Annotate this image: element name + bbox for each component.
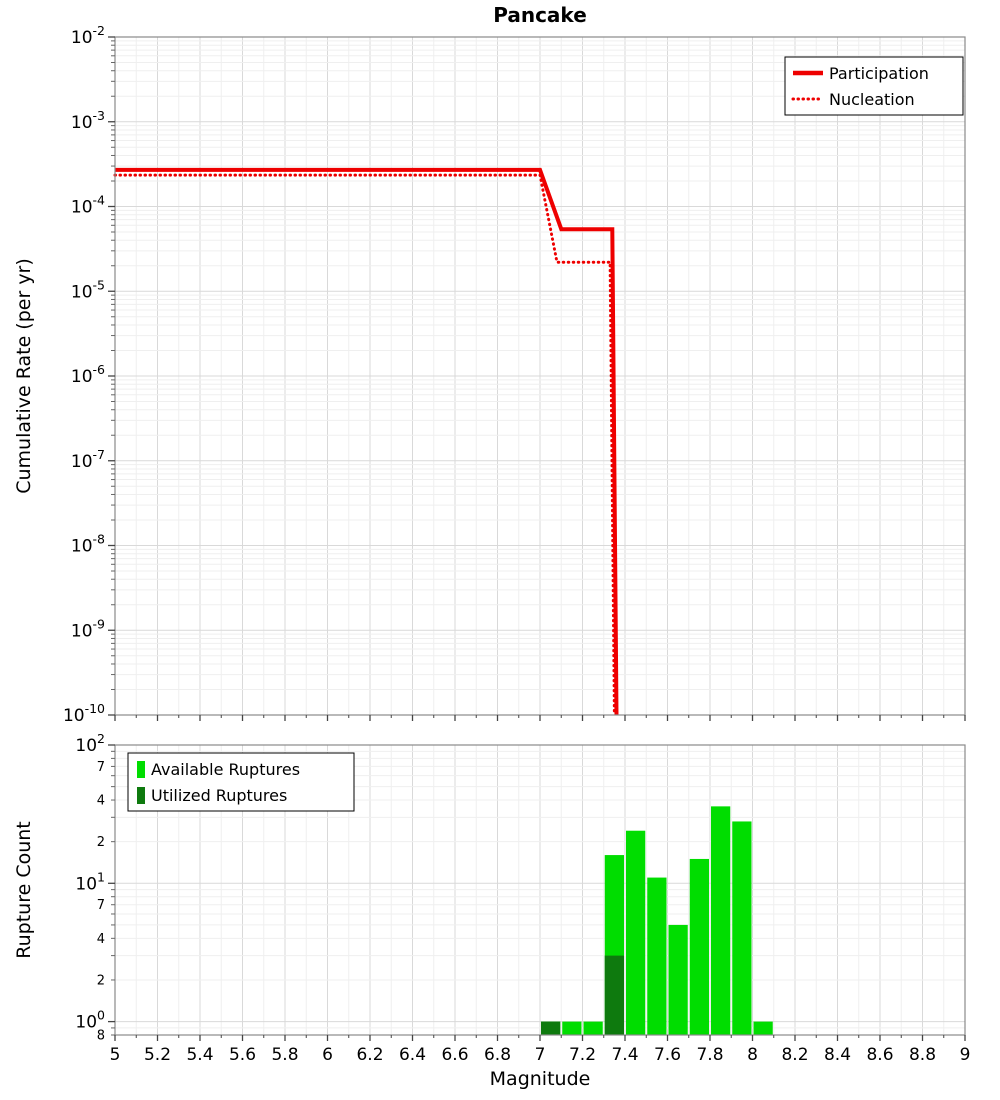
- legend-swatch-available-ruptures: [137, 761, 145, 778]
- y-tick-label: 10-10: [63, 701, 105, 726]
- legend-label: Nucleation: [829, 90, 915, 109]
- y-minor-tick-label: 4: [97, 794, 105, 809]
- x-tick-label: 6.2: [356, 1045, 383, 1065]
- legend-swatch-utilized-ruptures: [137, 787, 145, 804]
- legend: Participation Nucleation: [784, 56, 964, 116]
- available-ruptures-bar: [711, 806, 731, 1035]
- y-tick-label: 100: [75, 1008, 105, 1033]
- cumulative-rate-plot: 10-2 10-3 10-4 10-5 10-6 10-7 10-8 10-9 10-10 Par…: [63, 23, 966, 726]
- y-minor-tick-label: 4: [97, 932, 105, 947]
- x-tick-label: 7.2: [569, 1045, 596, 1065]
- y-tick-label: 10-5: [71, 277, 105, 302]
- nucleation-line: [113, 173, 616, 717]
- y-tick-label: 10-6: [71, 362, 105, 387]
- available-ruptures-bar: [689, 858, 709, 1035]
- x-tick-label: 7.4: [611, 1045, 638, 1065]
- x-tick-label: 8.4: [824, 1045, 851, 1065]
- y-tick-label: 10-9: [71, 616, 105, 641]
- y-minor-tick-label: 7: [97, 760, 105, 775]
- y-minor-tick-label: 8: [97, 1029, 105, 1044]
- available-ruptures-bar: [668, 924, 688, 1035]
- y-tick-label: 101: [75, 869, 105, 894]
- legend: Available Ruptures Utilized Ruptures: [127, 752, 355, 812]
- x-tick-label: 5.4: [186, 1045, 213, 1065]
- x-axis-label: Magnitude: [489, 1068, 591, 1090]
- participation-line: [115, 167, 619, 716]
- utilized-ruptures-bar: [541, 1021, 561, 1035]
- available-ruptures-bar: [626, 830, 646, 1035]
- y-tick-label: 102: [75, 731, 105, 756]
- x-tick-label: 6.4: [399, 1045, 426, 1065]
- x-tick-label: 7.8: [696, 1045, 723, 1065]
- available-ruptures-bar: [562, 1021, 582, 1035]
- y-tick-label: 10-3: [71, 108, 105, 133]
- utilized-ruptures-bar: [604, 955, 624, 1035]
- x-tick-label: 5.6: [229, 1045, 256, 1065]
- legend-label: Available Ruptures: [151, 760, 300, 779]
- x-tick-label: 6.6: [441, 1045, 468, 1065]
- x-tick-label: 8: [747, 1045, 758, 1065]
- legend-label: Utilized Ruptures: [151, 786, 287, 805]
- y-tick-label: 10-4: [71, 193, 105, 218]
- chart-title: Pancake: [493, 3, 587, 27]
- y-minor-tick-label: 2: [97, 835, 105, 850]
- y-minor-tick-label: 2: [97, 973, 105, 988]
- y-tick-label: 10-2: [71, 23, 105, 48]
- available-ruptures-bar: [583, 1021, 603, 1035]
- x-tick-label: 9: [960, 1045, 971, 1065]
- x-tick-label: 5.2: [144, 1045, 171, 1065]
- available-ruptures-bar: [647, 877, 667, 1035]
- x-tick-label: 5.8: [271, 1045, 298, 1065]
- y-tick-label: 10-8: [71, 532, 105, 557]
- x-tick-label: 8.6: [866, 1045, 893, 1065]
- x-tick-label: 6: [322, 1045, 333, 1065]
- y-minor-tick-label: 7: [97, 898, 105, 913]
- available-ruptures-bar: [753, 1021, 773, 1035]
- legend-label: Participation: [829, 64, 929, 83]
- x-tick-label: 6.8: [484, 1045, 511, 1065]
- x-tick-label: 8.8: [909, 1045, 936, 1065]
- y-tick-label: 10-7: [71, 447, 105, 472]
- x-tick-label: 8.2: [781, 1045, 808, 1065]
- x-tick-label: 7.6: [654, 1045, 681, 1065]
- available-ruptures-bar: [732, 821, 752, 1035]
- x-tick-label: 7: [535, 1045, 546, 1065]
- x-tick-label: 5: [110, 1045, 121, 1065]
